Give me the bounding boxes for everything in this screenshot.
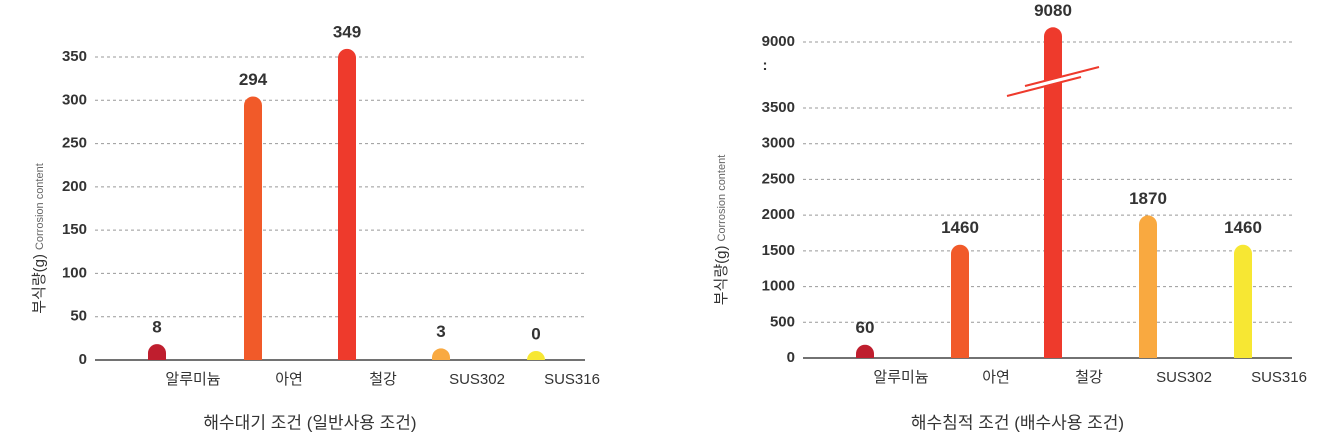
x-tick-label: SUS302: [449, 371, 505, 388]
value-label: 349: [333, 22, 361, 41]
y-tick-label: 500: [770, 313, 795, 330]
value-label: 9080: [1034, 1, 1072, 20]
value-label: 8: [152, 318, 161, 337]
value-label: 60: [856, 318, 875, 337]
y-axis-label-sub: Corrosion content: [716, 155, 728, 242]
bar: [1234, 244, 1252, 358]
y-axis-label-main: 부식량(g): [31, 254, 48, 314]
y-axis-label-main: 부식량(g): [713, 246, 730, 306]
y-tick-label: 2500: [762, 170, 795, 187]
bar: [244, 96, 262, 360]
y-axis-label: 부식량(g) Corrosion content: [713, 155, 730, 306]
y-tick-label: 1000: [762, 278, 795, 295]
y-tick-label: 3000: [762, 135, 795, 152]
value-label: 1870: [1129, 189, 1167, 208]
bar: [951, 244, 969, 358]
x-tick-label: 아연: [275, 371, 303, 388]
bar: [1139, 215, 1157, 358]
y-axis-label: 부식량(g) Corrosion content: [31, 163, 48, 314]
bar: [1044, 27, 1062, 359]
chart-title: 해수대기 조건 (일반사용 조건): [203, 413, 416, 432]
x-tick-label: SUS316: [544, 371, 600, 388]
bar: [856, 344, 874, 358]
axis-break-label: :: [763, 57, 768, 74]
bar: [527, 351, 545, 360]
chart-title: 해수침적 조건 (배수사용 조건): [911, 413, 1124, 432]
bar: [432, 348, 450, 360]
bar: [338, 48, 356, 360]
y-tick-label: 350: [62, 48, 87, 65]
y-tick-label: 250: [62, 135, 87, 152]
x-tick-label: 철강: [1075, 369, 1103, 386]
value-label: 1460: [941, 218, 979, 237]
y-axis-label-sub: Corrosion content: [34, 163, 46, 250]
y-tick-label: 0: [787, 349, 795, 366]
x-tick-label: 알루미늄: [165, 371, 220, 388]
bar: [148, 344, 166, 360]
y-tick-label: 200: [62, 178, 87, 195]
y-tick-label: 50: [70, 308, 87, 325]
y-tick-label: 9000: [762, 33, 795, 50]
axis-break-mark: [1006, 76, 1082, 97]
value-label: 3: [436, 322, 445, 341]
x-tick-label: 철강: [369, 371, 397, 388]
value-label: 294: [239, 70, 268, 89]
y-tick-label: 1500: [762, 242, 795, 259]
y-tick-label: 2000: [762, 206, 795, 223]
x-tick-label: SUS302: [1156, 369, 1212, 386]
y-tick-label: 150: [62, 221, 87, 238]
y-tick-label: 0: [79, 351, 87, 368]
value-label: 1460: [1224, 218, 1262, 237]
y-tick-label: 100: [62, 264, 87, 281]
x-tick-label: 아연: [982, 369, 1010, 386]
x-tick-label: SUS316: [1251, 369, 1307, 386]
y-tick-label: 300: [62, 91, 87, 108]
axis-break-mark: [1024, 66, 1100, 87]
y-tick-label: 3500: [762, 99, 795, 116]
x-tick-label: 알루미늄: [873, 369, 928, 386]
value-label: 0: [531, 324, 540, 343]
